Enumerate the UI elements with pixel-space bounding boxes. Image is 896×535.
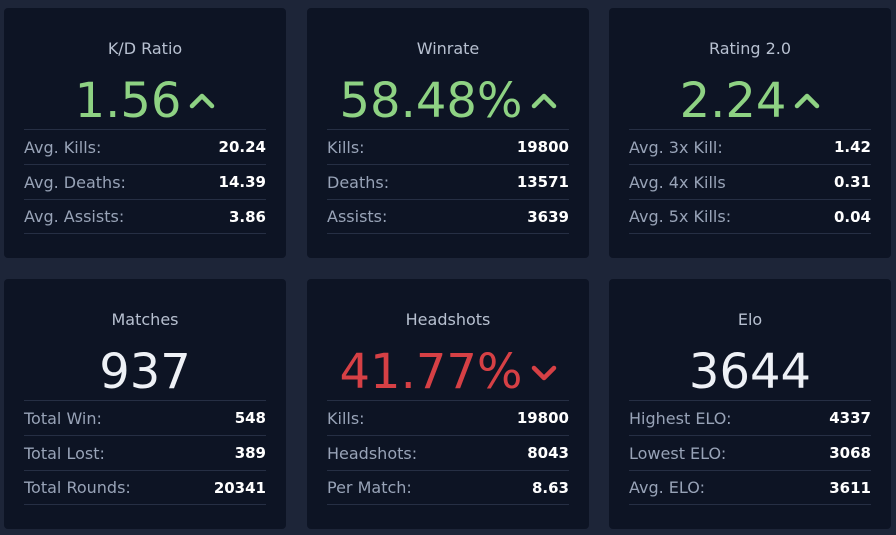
stat-row: Avg. ELO: 3611 (629, 470, 871, 505)
chevron-up-icon (794, 88, 820, 114)
stat-row: Highest ELO: 4337 (629, 400, 871, 435)
stat-list: Kills: 19800 Headshots: 8043 Per Match: … (327, 400, 569, 505)
stat-label: Total Rounds: (24, 478, 131, 497)
card-matches: Matches 937 Total Win: 548 Total Lost: 3… (4, 279, 286, 529)
stat-label: Avg. 5x Kills: (629, 207, 732, 226)
stat-row: Deaths: 13571 (327, 164, 569, 199)
stat-value: 548 (234, 409, 266, 427)
stat-row: Lowest ELO: 3068 (629, 435, 871, 470)
card-value: 937 (99, 344, 191, 400)
card-title: Elo (737, 310, 763, 329)
stat-label: Avg. 4x Kills (629, 172, 726, 192)
chevron-up-icon (189, 88, 215, 114)
card-title: Winrate (416, 39, 480, 58)
stat-list: Kills: 19800 Deaths: 13571 Assists: 3639 (327, 129, 569, 234)
card-title: Headshots (405, 310, 491, 329)
card-kd-ratio: K/D Ratio 1.56 Avg. Kills: 20.24 Avg. De… (4, 8, 286, 258)
card-elo: Elo 3644 Highest ELO: 4337 Lowest ELO: 3… (609, 279, 891, 529)
stat-label: Avg. Kills: (24, 137, 102, 157)
stat-row: Kills: 19800 (327, 129, 569, 164)
stat-label: Lowest ELO: (629, 443, 727, 463)
stat-value: 14.39 (218, 173, 266, 191)
card-title: K/D Ratio (107, 39, 183, 58)
stat-row: Avg. Assists: 3.86 (24, 199, 266, 234)
stat-value: 13571 (516, 173, 569, 191)
card-value: 58.48% (339, 73, 523, 129)
stat-label: Per Match: (327, 478, 412, 497)
stat-label: Avg. Deaths: (24, 172, 126, 192)
stat-value: 1.42 (833, 138, 871, 156)
stat-label: Assists: (327, 207, 388, 226)
stat-value: 3639 (527, 207, 569, 226)
stat-value: 0.04 (833, 207, 871, 226)
stat-label: Highest ELO: (629, 408, 732, 428)
card-value: 3644 (688, 344, 812, 400)
chevron-down-icon (531, 359, 557, 385)
stat-label: Headshots: (327, 443, 418, 463)
stat-label: Total Win: (24, 408, 102, 428)
card-title: Matches (111, 310, 179, 329)
stat-value: 20341 (213, 478, 266, 497)
stat-value: 8043 (527, 444, 569, 462)
stat-value: 19800 (516, 138, 569, 156)
stat-label: Avg. 3x Kill: (629, 137, 723, 157)
stat-row: Total Rounds: 20341 (24, 470, 266, 505)
stat-row: Kills: 19800 (327, 400, 569, 435)
stat-value: 8.63 (531, 478, 569, 497)
stat-label: Kills: (327, 408, 365, 428)
stat-value: 389 (234, 444, 266, 462)
stat-value: 3.86 (228, 207, 266, 226)
stat-row: Avg. 5x Kills: 0.04 (629, 199, 871, 234)
card-winrate: Winrate 58.48% Kills: 19800 Deaths: 1357… (307, 8, 589, 258)
stat-list: Highest ELO: 4337 Lowest ELO: 3068 Avg. … (629, 400, 871, 505)
card-value: 1.56 (74, 73, 182, 129)
card-headshots: Headshots 41.77% Kills: 19800 Headshots:… (307, 279, 589, 529)
card-value: 41.77% (339, 344, 523, 400)
stat-label: Deaths: (327, 172, 390, 192)
stat-row: Avg. 3x Kill: 1.42 (629, 129, 871, 164)
card-value: 2.24 (679, 73, 787, 129)
chevron-up-icon (531, 88, 557, 114)
stat-label: Avg. Assists: (24, 207, 125, 226)
stat-list: Avg. 3x Kill: 1.42 Avg. 4x Kills 0.31 Av… (629, 129, 871, 234)
stat-value: 19800 (516, 409, 569, 427)
stat-label: Kills: (327, 137, 365, 157)
stat-value: 3068 (829, 444, 871, 462)
stat-row: Avg. Kills: 20.24 (24, 129, 266, 164)
stat-value: 0.31 (833, 173, 871, 191)
stat-row: Per Match: 8.63 (327, 470, 569, 505)
stat-row: Total Lost: 389 (24, 435, 266, 470)
card-title: Rating 2.0 (708, 39, 792, 58)
stat-value: 20.24 (218, 138, 266, 156)
stat-row: Headshots: 8043 (327, 435, 569, 470)
stat-label: Total Lost: (24, 443, 105, 463)
stat-label: Avg. ELO: (629, 478, 705, 497)
stat-row: Avg. 4x Kills 0.31 (629, 164, 871, 199)
stat-row: Total Win: 548 (24, 400, 266, 435)
stat-row: Avg. Deaths: 14.39 (24, 164, 266, 199)
card-rating: Rating 2.0 2.24 Avg. 3x Kill: 1.42 Avg. … (609, 8, 891, 258)
stat-list: Avg. Kills: 20.24 Avg. Deaths: 14.39 Avg… (24, 129, 266, 234)
stat-list: Total Win: 548 Total Lost: 389 Total Rou… (24, 400, 266, 505)
stat-value: 4337 (829, 409, 871, 427)
stat-value: 3611 (829, 478, 871, 497)
stat-row: Assists: 3639 (327, 199, 569, 234)
